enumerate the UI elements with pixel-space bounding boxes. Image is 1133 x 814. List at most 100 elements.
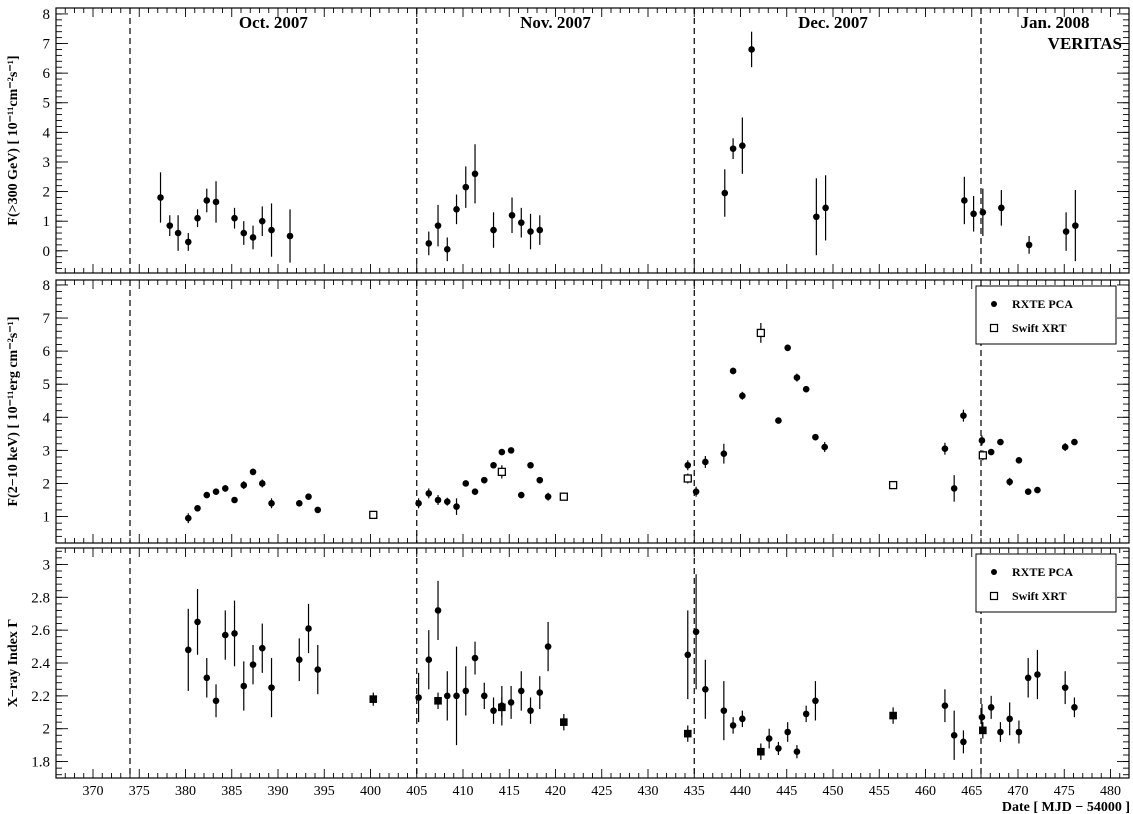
y-tick-label: 4 [43,125,51,141]
legend-label: RXTE PCA [1012,297,1073,311]
data-point [1006,478,1013,486]
x-tick-label: 435 [684,784,705,799]
x-tick-label: 455 [869,784,890,799]
data-point [203,674,211,682]
data-point [443,498,451,505]
data-point [258,217,266,225]
data-point [560,718,568,726]
y-tick-label: 7 [43,311,51,327]
data-point [231,496,238,504]
data-point [997,438,1004,446]
legend-marker [991,301,997,307]
y-tick-label: 2 [43,476,51,492]
data-point [480,692,488,700]
y-tick-label: 3 [43,155,51,171]
data-point [462,480,470,487]
data-point [174,229,182,237]
data-point [166,222,174,229]
data-point [1061,684,1069,691]
y-tick-label: 2.2 [31,689,50,705]
data-point [812,433,819,441]
data-point [295,500,303,507]
y-tick-label: 1 [43,510,51,526]
y-tick-label: 2.8 [31,590,50,606]
y-axis-label: F(>300 GeV) [ 10⁻¹¹cm⁻²s⁻¹] [6,55,21,225]
data-point [305,493,312,500]
data-point [249,234,257,241]
data-point [453,206,460,213]
y-tick-label: 2 [43,722,51,738]
data-point [480,476,488,484]
y-tick-label: 3 [43,443,51,459]
data-point [941,445,949,453]
panel-xray-index: 1.8 2 2.2 2.4 2.6 2.8 3 X−ray Index Γ RXTE PCA Sw… [6,547,1130,779]
x-axis-label: Date [ MJD − 54000 ] [1002,800,1130,814]
y-tick-label: 1.8 [31,755,50,771]
data-point [822,204,829,212]
data-point [1024,488,1032,496]
data-point [998,204,1005,212]
data-point [314,506,322,514]
data-point [369,695,378,703]
data-point [184,238,192,246]
data-point [970,210,977,218]
x-tick-label: 390 [268,784,289,799]
y-axis-label: F(2−10 keV) [ 10⁻¹¹erg cm⁻²s⁻¹] [6,317,21,507]
data-point [748,46,755,53]
data-point [314,666,322,673]
x-tick-label: 375 [129,784,150,799]
month-label: Nov. 2007 [520,13,591,32]
data-point [268,500,275,507]
data-point [536,226,544,234]
y-axis-label: X−ray Index Γ [6,619,21,708]
data-point [471,488,479,496]
data-point [802,385,810,393]
y-tick-label: 7 [43,37,51,53]
data-point [425,656,433,664]
month-label: Oct. 2007 [239,13,308,32]
data-point [1034,671,1041,678]
data-point [739,142,746,149]
data-point [415,694,422,701]
data-point [684,461,692,469]
data-point [684,651,692,659]
data-point [231,214,238,222]
data-point [258,644,266,652]
data-point [490,461,497,469]
data-point [729,145,737,152]
x-tick-label: 480 [1100,784,1121,799]
data-point [443,246,451,253]
data-point [961,197,968,204]
data-point [536,689,544,696]
data-point [1015,456,1023,464]
x-tick-label: 460 [915,784,936,799]
data-point [471,654,479,662]
data-point [258,480,266,487]
legend-label: RXTE PCA [1012,565,1073,579]
data-point [1062,228,1070,235]
data-point [802,710,810,718]
data-point [784,728,791,736]
data-point [702,685,709,693]
data-point [941,702,949,710]
x-tick-label: 420 [545,784,566,799]
x-tick-label: 445 [776,784,797,799]
data-point [793,748,801,756]
data-point [1071,438,1078,446]
data-point [527,461,534,469]
data-point [471,170,479,178]
y-tick-label: 0 [43,244,51,260]
y-tick-label: 5 [43,96,51,112]
panel-xray-flux: 1 2 3 4 5 6 7 8 F(2−10 keV) [ 10⁻¹¹erg cm⁻²s⁻¹] R… [6,278,1130,544]
data-point [434,607,442,614]
data-point [960,738,967,746]
data-point [692,628,700,636]
data-point [498,448,506,456]
data-point [425,240,433,247]
y-tick-label: 5 [43,377,51,393]
y-tick-label: 2.4 [31,656,50,672]
data-point [517,219,525,226]
legend-marker [989,591,999,601]
panel-frame [55,547,1130,779]
data-point [720,450,728,457]
